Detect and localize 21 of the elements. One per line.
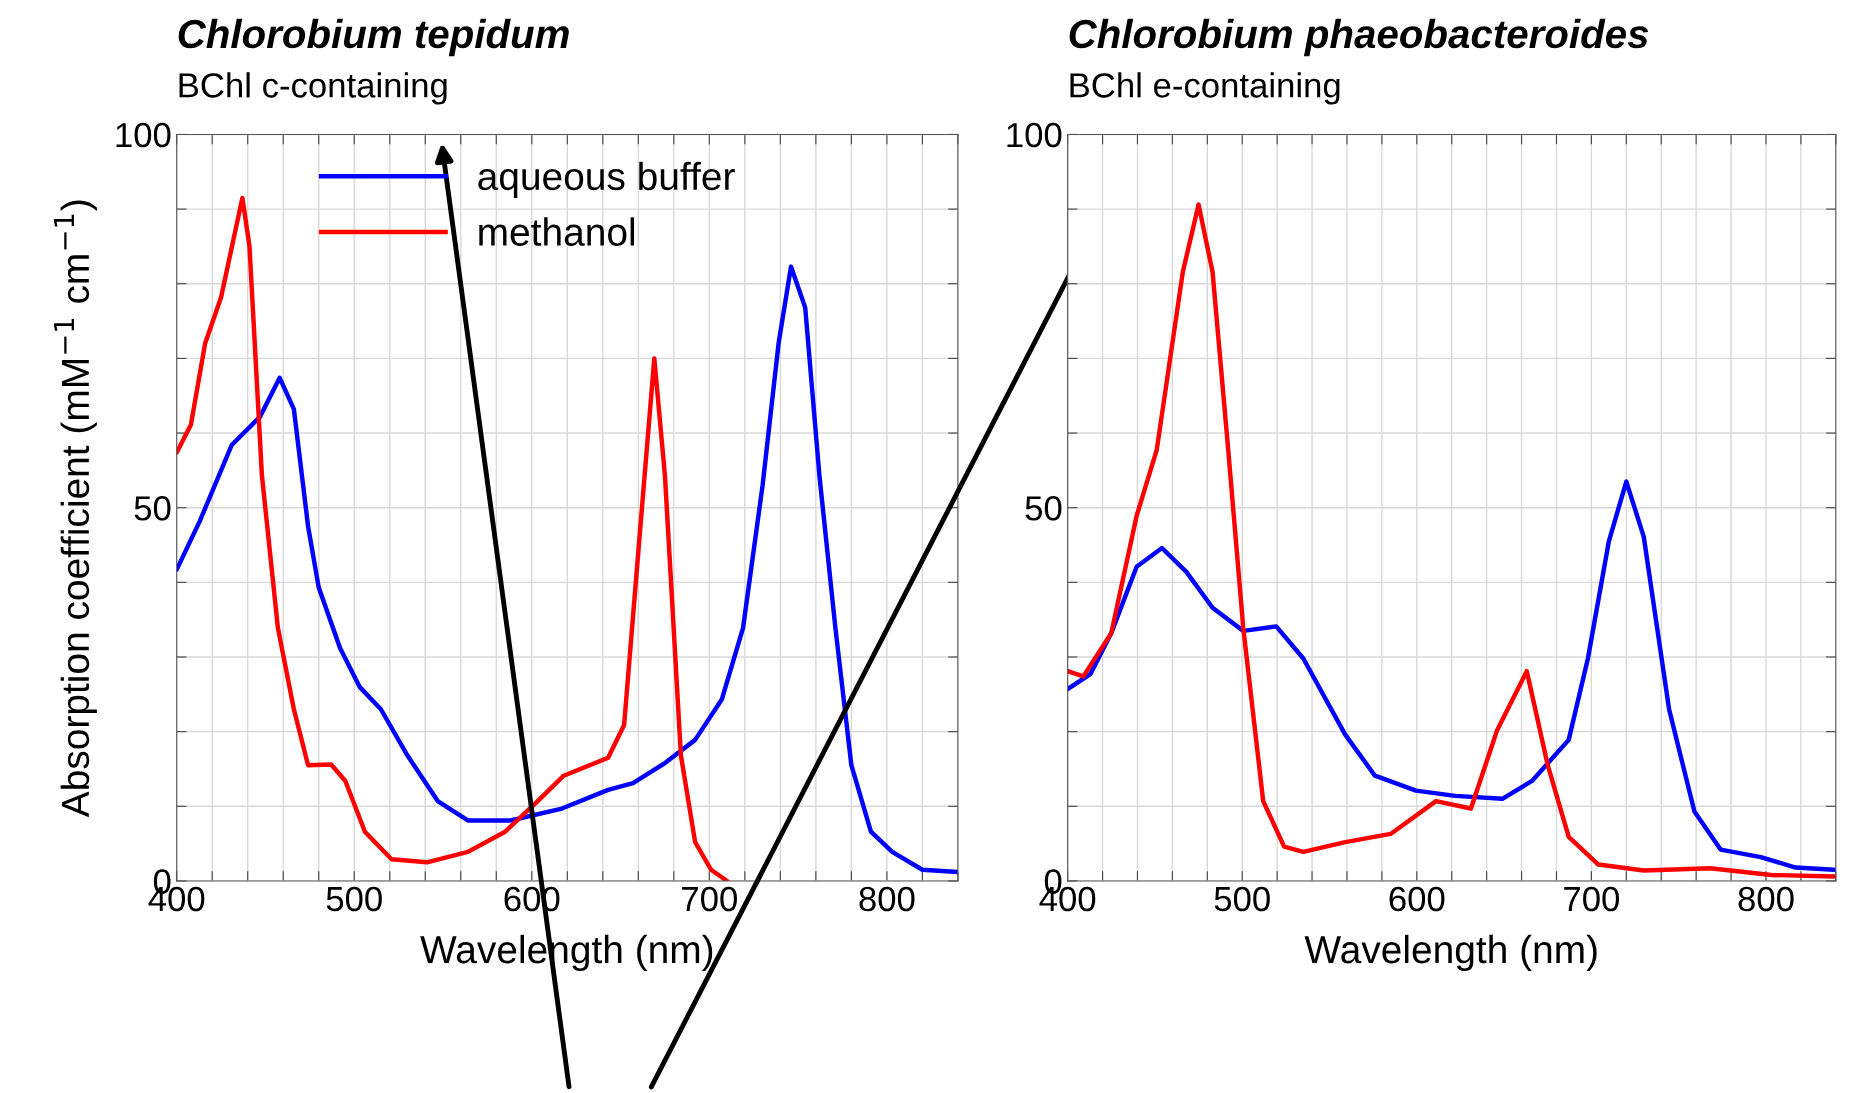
x-tick-label: 600 <box>1389 886 1445 912</box>
x-axis-title: Wavelength (nm) <box>1304 934 1597 972</box>
y-tick-label: 100 <box>116 122 171 148</box>
text: aqueous buffer <box>478 161 735 198</box>
x-tick-label: 800 <box>859 886 915 912</box>
chart-subtitle: BChl e-containing <box>1070 72 1340 105</box>
line-series <box>1067 479 1836 872</box>
y-tick-label: 50 <box>1025 496 1062 521</box>
y-tick-label: 100 <box>1007 122 1062 148</box>
x-tick-label: 800 <box>1738 886 1794 912</box>
x-tick-label: 500 <box>326 886 382 912</box>
chart-subtitle: BChl c-containing <box>179 72 447 105</box>
y-tick-label: 50 <box>134 496 171 521</box>
line-series <box>176 264 958 875</box>
chart-title: Chlorobium tepidum <box>178 18 569 57</box>
x-tick-label: 700 <box>1564 886 1620 912</box>
legend-label: methanol <box>479 217 635 246</box>
chart-title: Chlorobium phaeobacteroides <box>1069 18 1649 57</box>
x-tick-label: 500 <box>1214 886 1270 912</box>
y-axis-title: Absorption coefficient (mM$^{−1}$ cm$^{−1}$) <box>54 200 97 818</box>
x-tick-label: 700 <box>682 886 737 912</box>
